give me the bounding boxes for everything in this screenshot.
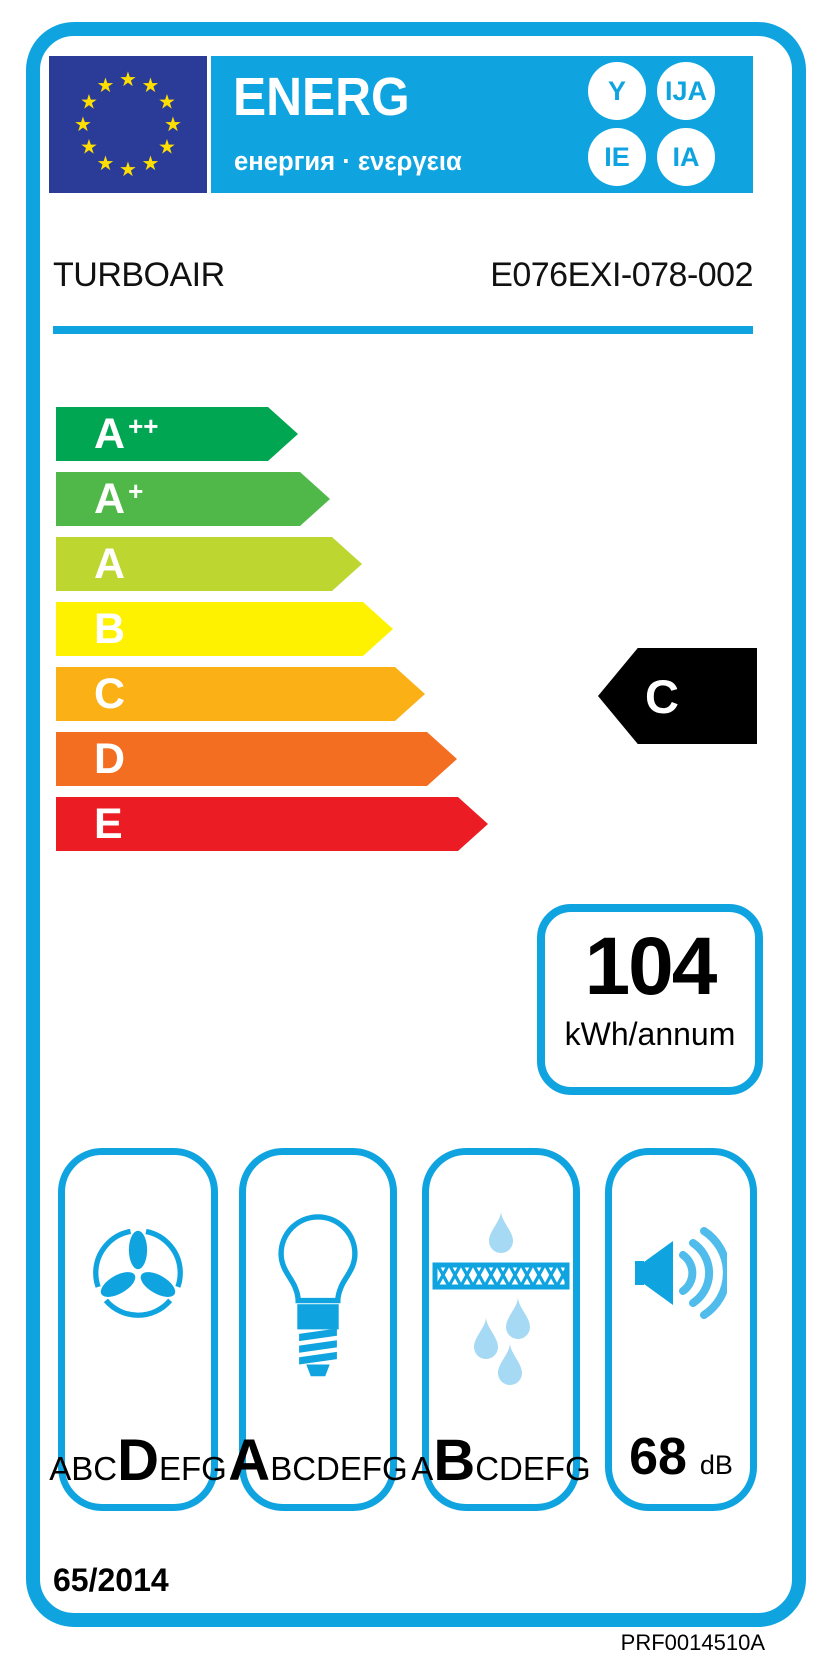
current-class-letter: C — [645, 669, 679, 723]
grease-filtering-box: A B CDEFG — [411, 1148, 591, 1511]
fan-icon — [93, 1228, 183, 1318]
class-arrow-a: A — [56, 537, 362, 591]
grade-suffix: CDEFG — [475, 1450, 591, 1487]
badge-y: Y — [588, 62, 646, 120]
class-arrow-a++: A ++ — [56, 407, 298, 461]
grade-prefix: ABC — [49, 1450, 118, 1487]
light-bulb-icon — [278, 1214, 358, 1377]
model-number: E076EXI-078-002 — [490, 256, 753, 294]
noise-grade: 68 dB — [612, 1427, 750, 1491]
lighting-efficiency-box: A BCDEFG — [228, 1148, 408, 1511]
energ-logo-subtext: енергия · ενεργεια — [234, 146, 462, 176]
fluid-dynamic-efficiency-box: ABC D EFG — [49, 1148, 227, 1511]
grade-letter: D — [117, 1428, 159, 1493]
badge-ija: IJA — [657, 62, 715, 120]
energy-class-ladder: A ++ A + A B C D E — [56, 407, 488, 862]
consumption-unit: kWh/annum — [564, 1016, 736, 1052]
annual-consumption-box: 104 kWh/annum — [537, 904, 763, 1095]
speaker-icon — [635, 1227, 727, 1319]
noise-box: 68 dB — [605, 1148, 757, 1511]
fluid-dynamic-grade: ABC D EFG — [49, 1427, 227, 1493]
grade-letter: B — [433, 1428, 476, 1493]
class-arrow-a+: A + — [56, 472, 330, 526]
grade-letter: A — [228, 1428, 271, 1493]
badge-ia: IA — [657, 128, 715, 186]
reference-code: PRF0014510A — [620, 1630, 765, 1655]
class-arrow-c: C — [56, 667, 425, 721]
brand-row: TURBOAIR E076EXI-078-002 — [53, 256, 753, 295]
class-arrow-b: B — [56, 602, 393, 656]
grade-suffix: BCDEFG — [270, 1450, 408, 1487]
grease-filter-icon — [432, 1211, 570, 1385]
grade-suffix: EFG — [158, 1450, 227, 1487]
class-arrow-e: E — [56, 797, 488, 851]
regulation-number: 65/2014 — [53, 1562, 169, 1598]
consumption-value: 104 — [584, 921, 718, 1012]
noise-unit: dB — [699, 1450, 733, 1480]
current-class-arrow: C — [598, 648, 757, 744]
badge-ie: IE — [588, 128, 646, 186]
grade-prefix: A — [411, 1450, 434, 1487]
grease-filtering-grade: A B CDEFG — [411, 1427, 590, 1493]
class-arrow-d: D — [56, 732, 457, 786]
energ-logo-box: ENERG енергия · ενεργεια Y IJA IE IA — [211, 56, 753, 193]
label-border-frame — [26, 22, 806, 1627]
noise-value: 68 — [629, 1428, 687, 1486]
lighting-grade: A BCDEFG — [228, 1427, 407, 1493]
brand-name: TURBOAIR — [53, 256, 225, 294]
eu-flag — [49, 56, 207, 193]
energ-logo-text: ENERG — [233, 67, 410, 127]
header-underline — [53, 326, 753, 334]
